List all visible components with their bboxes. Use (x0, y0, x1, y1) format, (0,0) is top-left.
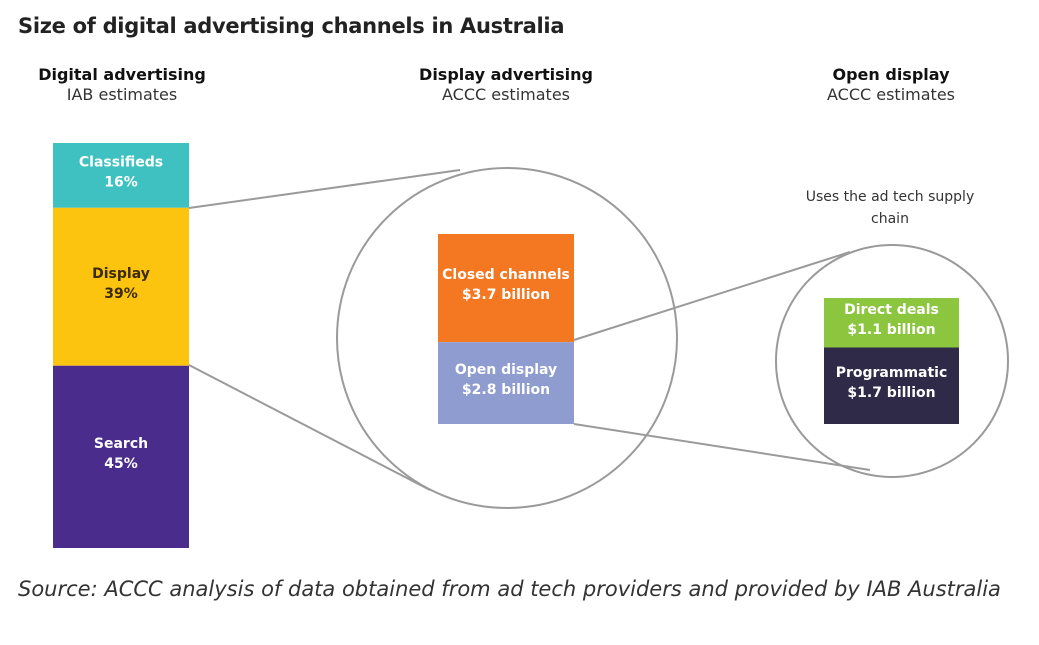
segment-value: $3.7 billion (462, 287, 550, 303)
segment-label: Display (92, 266, 150, 282)
segment-value: 39% (104, 286, 138, 302)
column-heading: Digital advertising (38, 65, 206, 84)
column-subheading: IAB estimates (66, 85, 178, 104)
segment-value: 16% (104, 174, 138, 190)
zoom-circle-display (336, 167, 678, 509)
segment-closed-channels (438, 234, 574, 343)
segment-search (53, 365, 189, 548)
column-header-display: Display advertising ACCC estimates (356, 65, 656, 104)
segment-label: Search (94, 436, 148, 452)
open-display-bar: Direct deals $1.1 billion Programmatic $… (824, 298, 959, 424)
segment-value: $1.7 billion (847, 385, 935, 401)
column-header-digital: Digital advertising IAB estimates (0, 65, 272, 104)
display-advertising-bar: Closed channels $3.7 billion Open displa… (438, 234, 574, 424)
connector-line (573, 423, 871, 471)
column-subheading: ACCC estimates (826, 85, 955, 104)
segment-value: $2.8 billion (462, 382, 550, 398)
connector-line (573, 251, 851, 341)
segment-label: Direct deals (844, 302, 939, 318)
segment-display (53, 207, 189, 366)
segment-label: Programmatic (836, 365, 948, 381)
column-heading: Open display (832, 65, 950, 84)
digital-advertising-bar: Classifieds 16% Display 39% Search 45% (53, 143, 189, 548)
connector-line (188, 169, 461, 209)
segment-direct-deals (824, 298, 959, 348)
segment-programmatic (824, 347, 959, 424)
segment-value: 45% (104, 456, 138, 472)
segment-label: Classifieds (79, 154, 163, 170)
segment-label: Closed channels (442, 267, 570, 283)
segment-classifieds (53, 143, 189, 208)
column-heading: Display advertising (419, 65, 593, 84)
zoom-circle-open-display (775, 244, 1009, 478)
segment-value: $1.1 billion (847, 322, 935, 338)
segment-label: Open display (455, 362, 557, 378)
column-subheading: ACCC estimates (441, 85, 570, 104)
supply-chain-note: Uses the ad tech supply chain (805, 189, 975, 227)
source-note: Source: ACCC analysis of data obtained f… (18, 577, 1001, 601)
connector-line (188, 364, 431, 491)
column-header-open-display: Open display ACCC estimates (741, 65, 1039, 104)
chart-title: Size of digital advertising channels in … (18, 14, 565, 38)
segment-open-display (438, 342, 574, 424)
